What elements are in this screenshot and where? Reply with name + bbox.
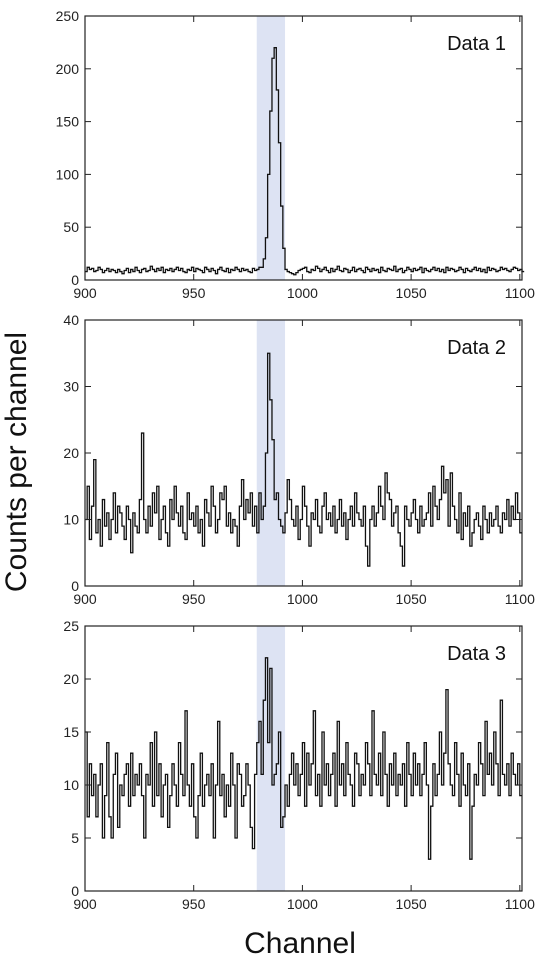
x-tick-label: 1100 — [505, 591, 535, 607]
x-tick-label: 950 — [182, 896, 206, 912]
y-tick-label: 15 — [63, 724, 79, 740]
y-tick-label: 0 — [71, 578, 79, 594]
y-tick-label: 5 — [71, 830, 79, 846]
y-tick-label: 30 — [63, 379, 79, 395]
x-axis-title: Channel — [244, 927, 356, 960]
panel-2: 900 950 1000 1050 1100 0 10 20 30 40 Data 2 — [63, 312, 535, 607]
histogram-series — [85, 352, 522, 567]
panel-1: 900 950 1000 1050 1100 0 50 100 150 200 250 Data 1 — [56, 8, 535, 301]
x-tick-label: 1050 — [396, 591, 427, 607]
panel-3: 900 950 1000 1050 1100 0 5 10 15 20 25 Data 3 — [63, 618, 535, 912]
x-tick-label: 900 — [73, 896, 97, 912]
y-tick-label: 250 — [56, 8, 80, 24]
x-tick-label: 1100 — [505, 896, 535, 912]
x-tick-label: 900 — [73, 285, 97, 301]
histogram-series — [85, 47, 525, 276]
y-tick-label: 10 — [63, 512, 79, 528]
x-tick-label: 1050 — [396, 285, 427, 301]
y-tick-label: 40 — [63, 312, 79, 328]
panel-label: Data 1 — [447, 33, 506, 55]
plot-frame — [84, 15, 523, 281]
x-tick-label: 950 — [182, 285, 206, 301]
y-tick-label: 0 — [71, 272, 79, 288]
x-tick-label: 950 — [182, 591, 206, 607]
plot-frame — [84, 625, 523, 892]
y-tick-label: 100 — [56, 166, 80, 182]
x-tick-label: 900 — [73, 591, 97, 607]
x-tick-label: 1000 — [287, 896, 318, 912]
x-tick-label: 1100 — [505, 285, 535, 301]
y-tick-label: 10 — [63, 777, 79, 793]
x-tick-label: 1000 — [287, 591, 318, 607]
y-tick-label: 200 — [56, 61, 80, 77]
y-tick-label: 25 — [63, 618, 79, 634]
y-tick-label: 50 — [63, 219, 79, 235]
y-tick-label: 20 — [63, 671, 79, 687]
x-tick-label: 1000 — [287, 285, 318, 301]
plot-frame — [84, 319, 523, 587]
y-tick-label: 0 — [71, 883, 79, 899]
histogram-series — [85, 657, 522, 860]
panel-label: Data 2 — [447, 337, 506, 359]
x-tick-label: 1050 — [396, 896, 427, 912]
y-tick-label: 150 — [56, 114, 80, 130]
highlight-band — [256, 320, 286, 586]
y-tick-label: 20 — [63, 445, 79, 461]
y-axis-title: Counts per channel — [0, 332, 33, 592]
panel-label: Data 3 — [447, 643, 506, 665]
